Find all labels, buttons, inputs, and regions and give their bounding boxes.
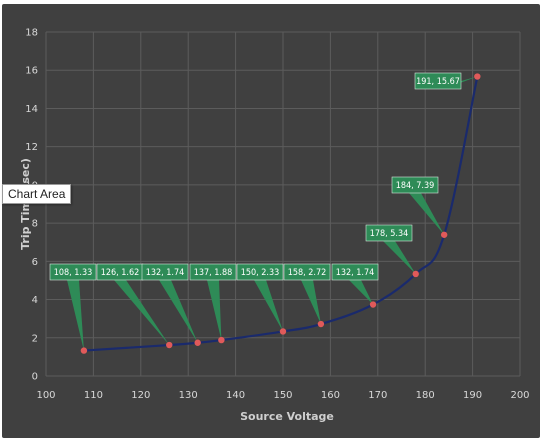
x-tick-label: 120 xyxy=(131,390,150,401)
data-point xyxy=(440,231,448,238)
data-label: 184, 7.39 xyxy=(396,181,435,191)
data-point xyxy=(474,73,481,80)
data-label: 191, 15.67 xyxy=(416,77,460,87)
x-tick-label: 130 xyxy=(179,390,198,401)
data-point xyxy=(194,339,201,346)
data-callout: 184, 7.39 xyxy=(391,176,445,235)
series-line xyxy=(83,76,479,352)
x-tick-label: 180 xyxy=(416,390,435,401)
data-callout: 126, 1.62 xyxy=(96,263,170,346)
y-tick-label: 16 xyxy=(25,66,38,77)
chart-svg: 100 110 120 130 140 150 160 170 180 190 200 0 2 4 6 8 10… xyxy=(19,28,530,424)
data-label: 126, 1.62 xyxy=(101,268,140,278)
y-axis-title: Trip Time (sec) xyxy=(19,158,32,250)
x-tick-label: 100 xyxy=(36,390,55,401)
y-tick-label: 0 xyxy=(32,372,38,383)
data-label: 108, 1.33 xyxy=(54,268,93,278)
callout-box xyxy=(283,263,331,281)
data-label: 137, 1.88 xyxy=(194,268,233,278)
callout-pointer xyxy=(349,280,374,305)
data-callout: 150, 2.33 xyxy=(236,263,284,332)
data-point xyxy=(279,328,287,335)
callout-box xyxy=(391,176,439,194)
data-callout: 178, 5.34 xyxy=(365,224,416,274)
data-callout: 108, 1.33 xyxy=(49,263,97,351)
callout-box xyxy=(189,263,237,281)
callout-pointer xyxy=(114,280,170,346)
y-tick-label: 4 xyxy=(32,295,38,306)
y-tick-label: 8 xyxy=(32,219,38,230)
data-callout: 132, 1.74 xyxy=(141,263,198,343)
data-point xyxy=(412,270,419,278)
data-label: 132, 1.74 xyxy=(146,268,185,278)
callout-pointer xyxy=(409,193,445,235)
data-label: 132, 1.74 xyxy=(336,268,375,278)
chart-area: 100 110 120 130 140 150 160 170 180 190 200 0 2 4 6 8 10… xyxy=(2,4,540,438)
data-callouts: 108, 1.33 126, 1.62 132, 1.74 137, 1.88 150,… xyxy=(49,72,478,351)
x-axis-title: Source Voltage xyxy=(240,410,334,423)
callout-pointer xyxy=(432,76,478,89)
callout-box xyxy=(331,263,379,281)
data-point xyxy=(369,301,377,308)
x-tick-label: 150 xyxy=(273,390,292,401)
data-callout: 137, 1.88 xyxy=(189,263,237,341)
callout-pointer xyxy=(301,280,321,325)
data-label: 158, 2.72 xyxy=(288,268,327,278)
y-tick-label: 12 xyxy=(25,142,38,153)
data-point xyxy=(317,320,325,328)
x-tick-label: 140 xyxy=(226,390,245,401)
y-tick-label: 18 xyxy=(25,28,38,39)
callout-pointer xyxy=(67,280,84,351)
callout-pointer xyxy=(254,280,283,332)
data-point xyxy=(80,347,88,354)
callout-box xyxy=(141,263,189,281)
data-callout: 132, 1.74 xyxy=(331,263,379,305)
data-point xyxy=(166,341,173,349)
x-tick-label: 170 xyxy=(368,390,387,401)
grid-lines xyxy=(45,31,521,377)
chart-area-tooltip: Chart Area xyxy=(2,184,72,204)
data-callout: 158, 2.72 xyxy=(283,263,331,325)
data-point xyxy=(218,336,225,344)
callout-pointer xyxy=(383,241,416,274)
y-tick-label: 14 xyxy=(25,104,38,115)
callout-pointer xyxy=(207,280,222,341)
callout-box xyxy=(236,263,284,281)
callout-box xyxy=(414,72,462,90)
y-tick-label: 6 xyxy=(32,257,38,268)
data-markers xyxy=(80,73,481,354)
y-tick-label: 2 xyxy=(32,333,38,344)
x-tick-label: 200 xyxy=(510,390,529,401)
data-label: 178, 5.34 xyxy=(370,229,409,239)
callout-pointer xyxy=(159,280,198,343)
x-tick-label: 110 xyxy=(84,390,103,401)
data-callout: 191, 15.67 xyxy=(414,72,478,90)
x-tick-label: 190 xyxy=(463,390,482,401)
callout-box xyxy=(49,263,97,281)
callout-box xyxy=(365,224,413,242)
data-label: 150, 2.33 xyxy=(241,268,280,278)
x-tick-label: 160 xyxy=(321,390,340,401)
